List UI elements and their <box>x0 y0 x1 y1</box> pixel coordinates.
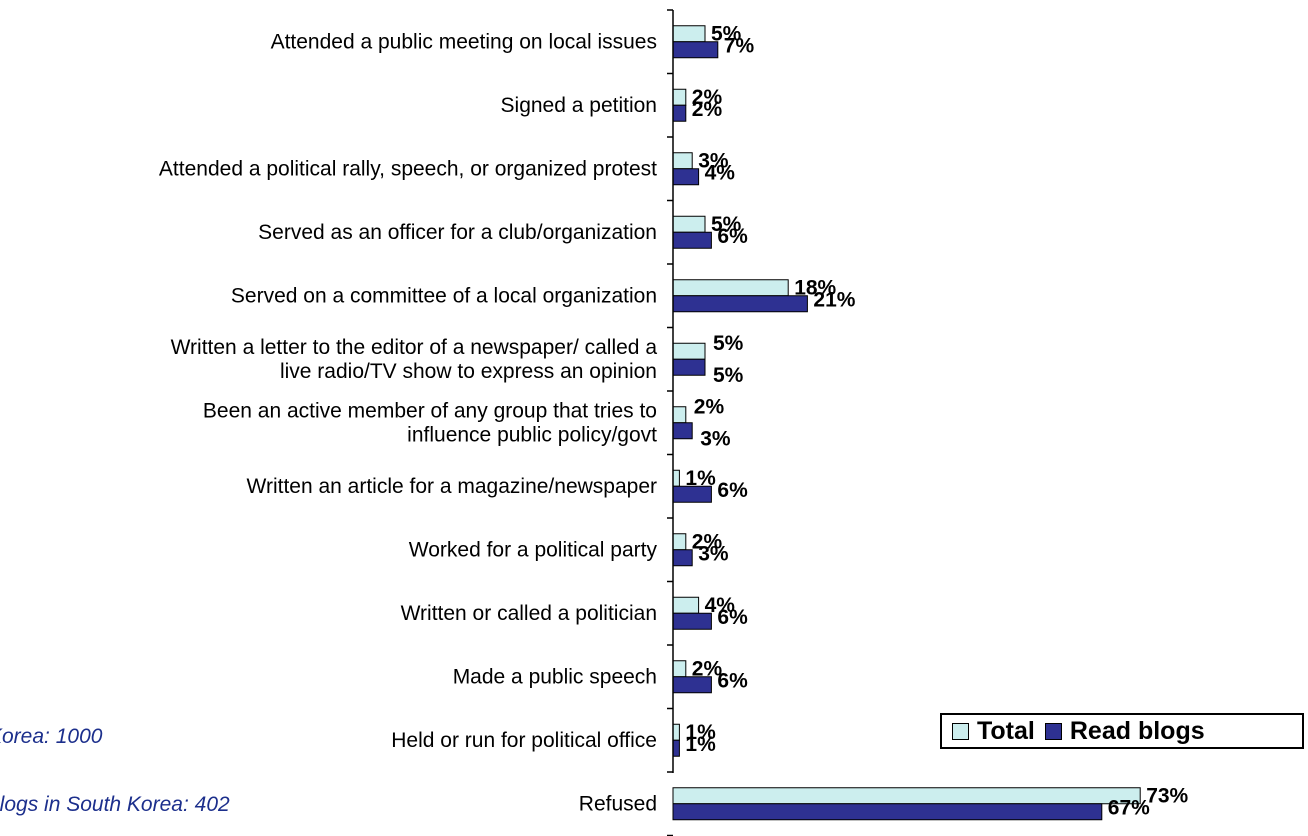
bar-total-4 <box>672 215 706 233</box>
value-label-read-blogs-6: 5% <box>713 364 744 387</box>
category-labels: Attended a public meeting on local issue… <box>159 30 658 815</box>
bar-total-13 <box>672 787 1141 805</box>
bar-read-blogs-2 <box>672 104 687 122</box>
bar-read-blogs-7 <box>672 422 693 440</box>
bar-total-1 <box>672 25 706 43</box>
category-label-held-or-run-for-political-office: Held or run for political office <box>391 729 657 752</box>
bar-total-6 <box>672 342 706 360</box>
category-label-refused: Refused <box>579 792 657 815</box>
value-label-read-blogs-5: 21% <box>813 288 855 311</box>
value-label-total-8: 1% <box>685 467 716 490</box>
category-label-written-a-letter-to-the-editor-of-a-news: Written a letter to the editor of a news… <box>171 336 658 383</box>
bar-read-blogs-5 <box>672 295 808 313</box>
category-label-been-an-active-member-of-any-group-that-: Been an active member of any group that … <box>203 399 657 446</box>
legend-label-total: Total <box>977 716 1035 745</box>
value-label-total-9: 2% <box>692 530 723 553</box>
value-label-read-blogs-3: 4% <box>705 161 736 184</box>
bar-total-11 <box>672 660 687 678</box>
value-label-read-blogs-11: 6% <box>717 669 748 692</box>
legend-label-read-blogs: Read blogs <box>1069 716 1205 745</box>
sample-size-note-blog-readers: blogs in South Korea: 402 <box>0 793 230 816</box>
category-label-written-an-article-for-a-magazine-newspa: Written an article for a magazine/newspa… <box>247 475 657 498</box>
value-label-total-13: 73% <box>1146 784 1188 807</box>
bar-read-blogs-13 <box>672 803 1103 821</box>
value-label-read-blogs-12: 1% <box>685 733 716 756</box>
chart-legend: Total Read blogs <box>940 713 1304 749</box>
value-label-total-5: 18% <box>794 276 836 299</box>
value-label-read-blogs-4: 6% <box>717 225 748 248</box>
legend-swatch-read-blogs <box>1044 722 1062 740</box>
value-label-total-4: 5% <box>711 213 742 236</box>
bar-total-2 <box>672 88 687 106</box>
value-label-read-blogs-13: 67% <box>1108 796 1150 819</box>
value-label-total-11: 2% <box>692 657 723 680</box>
bar-total-3 <box>672 152 693 170</box>
category-label-attended-a-political-rally-speech-or-org: Attended a political rally, speech, or o… <box>159 157 657 180</box>
bar-total-5 <box>672 279 789 297</box>
legend-swatch-total <box>952 722 969 740</box>
value-label-total-1: 5% <box>711 22 742 45</box>
bar-read-blogs-12 <box>672 739 680 757</box>
value-label-total-3: 3% <box>698 149 729 172</box>
value-label-total-12: 1% <box>685 721 716 744</box>
value-label-read-blogs-1: 7% <box>724 34 755 57</box>
bar-read-blogs-9 <box>672 549 693 567</box>
bar-total-12 <box>672 723 680 741</box>
bar-read-blogs-4 <box>672 231 712 249</box>
legend-item-read-blogs: Read blogs <box>1044 716 1205 746</box>
value-label-total-10: 4% <box>705 594 736 617</box>
value-label-total-7: 2% <box>694 395 725 418</box>
bar-total-7 <box>672 406 687 424</box>
bar-total-8 <box>672 469 680 487</box>
category-label-served-as-an-officer-for-a-club-organiza: Served as an officer for a club/organiza… <box>258 221 657 244</box>
legend-item-total: Total <box>952 717 1035 746</box>
bar-total-10 <box>672 596 700 614</box>
value-label-total-6: 5% <box>713 332 744 355</box>
value-label-total-2: 2% <box>692 86 723 109</box>
value-label-read-blogs-2: 2% <box>692 98 723 121</box>
axis-ticks <box>667 9 673 836</box>
bar-read-blogs-6 <box>672 358 706 376</box>
sample-size-note-total: Korea: 1000 <box>0 725 103 748</box>
bar-total-9 <box>672 533 687 551</box>
category-label-served-on-a-committee-of-a-local-organiz: Served on a committee of a local organiz… <box>231 284 657 307</box>
value-label-read-blogs-8: 6% <box>717 479 748 502</box>
category-label-written-or-called-a-politician: Written or called a politician <box>401 602 657 625</box>
value-labels: 5%7%2%2%3%4%5%6%18%21%5%5%2%3%1%6%2%3%4%… <box>685 22 1188 819</box>
category-label-attended-a-public-meeting-on-local-issue: Attended a public meeting on local issue… <box>271 30 657 53</box>
category-label-made-a-public-speech: Made a public speech <box>453 665 657 688</box>
category-label-signed-a-petition: Signed a petition <box>501 94 657 117</box>
bar-read-blogs-3 <box>672 168 700 186</box>
bars-layer <box>672 25 1141 821</box>
value-label-read-blogs-7: 3% <box>700 427 731 450</box>
value-label-read-blogs-9: 3% <box>698 542 729 565</box>
category-label-worked-for-a-political-party: Worked for a political party <box>409 538 658 561</box>
value-label-read-blogs-10: 6% <box>717 606 748 629</box>
